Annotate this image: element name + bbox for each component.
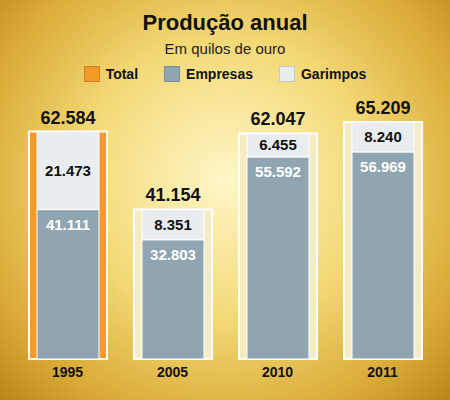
svg-text:55.592: 55.592	[255, 163, 301, 180]
svg-text:21.473: 21.473	[45, 162, 91, 179]
html-text:Em quilos de ouro: Em quilos de ouro	[164, 40, 286, 57]
svg-text:56.969: 56.969	[360, 158, 406, 175]
html-text:Garimpos: Garimpos	[301, 66, 367, 82]
svg-text:8.240: 8.240	[364, 128, 402, 145]
svg-text:65.209: 65.209	[355, 98, 410, 118]
svg-text:62.047: 62.047	[250, 109, 305, 129]
svg-text:8.351: 8.351	[154, 216, 192, 233]
svg-text:32.803: 32.803	[150, 246, 196, 263]
html-text:Empresas: Empresas	[186, 66, 253, 82]
svg-text:1995: 1995	[52, 364, 83, 380]
svg-text:6.455: 6.455	[259, 136, 297, 153]
svg-text:62.584: 62.584	[40, 108, 95, 128]
svg-text:2011: 2011	[367, 364, 398, 380]
html-text:Total: Total	[105, 66, 138, 82]
svg-text:2010: 2010	[262, 364, 293, 380]
html-text:Produção anual: Produção anual	[142, 10, 308, 35]
svg-text:2005: 2005	[157, 364, 188, 380]
svg-text:41.111: 41.111	[46, 216, 90, 233]
svg-text:41.154: 41.154	[145, 185, 200, 205]
